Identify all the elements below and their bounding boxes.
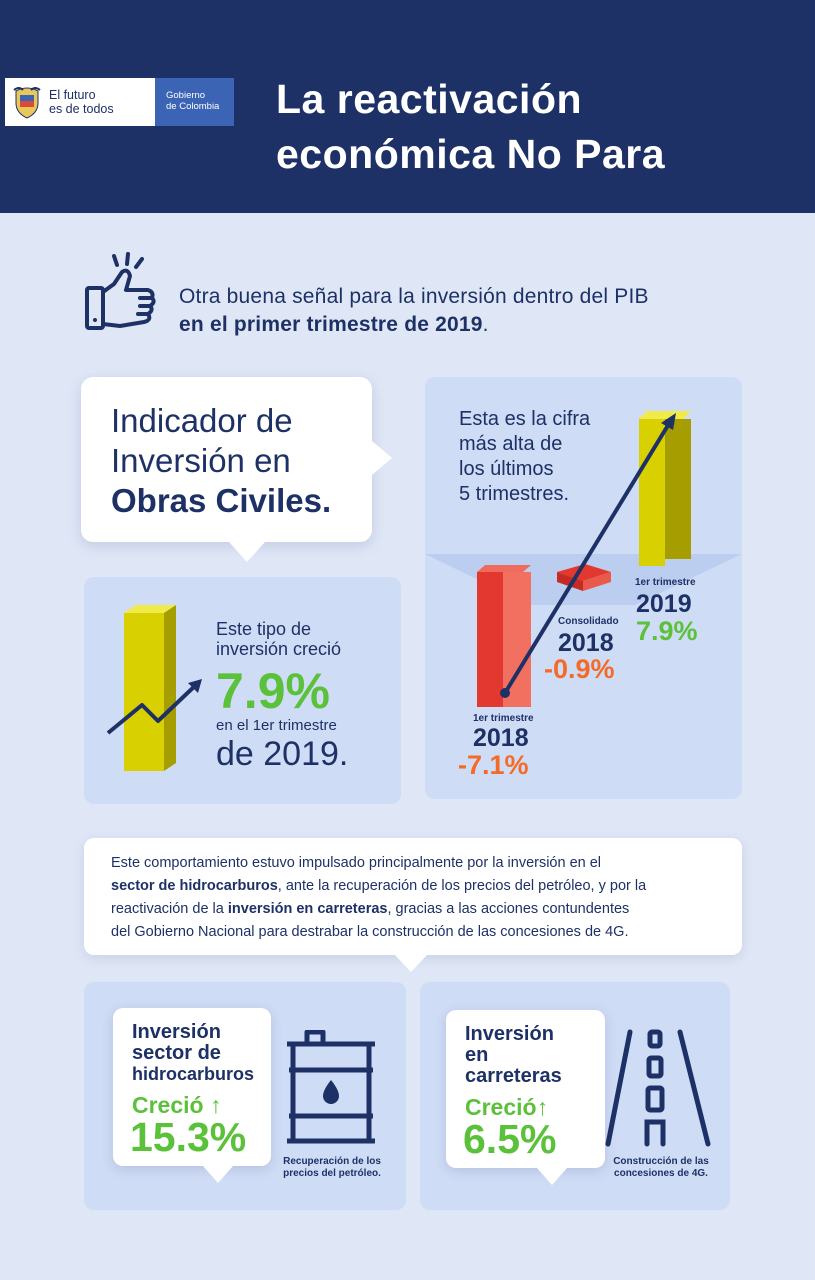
hydrocarbons-title-line2: sector de <box>132 1042 221 1064</box>
roads-card: Inversión en carreteras Creció↑ 6.5% <box>446 1010 605 1185</box>
record-note: Esta es la cifra más alta de los últimos… <box>459 407 590 507</box>
explanation-line2: sector de hidrocarburos, ante la recuper… <box>111 875 731 898</box>
record-note-line2: más alta de <box>459 433 563 455</box>
q2019-year: 2019 <box>636 590 692 618</box>
explanation-text: Este comportamiento estuvo impulsado pri… <box>111 852 731 944</box>
hydrocarbons-highlight: sector de hidrocarburos <box>111 878 278 894</box>
hydrocarbons-card: Inversión sector de hidrocarburos Creció… <box>113 1008 271 1183</box>
indicator-line2: Inversión en <box>111 442 291 479</box>
page-title-line2: económica No Para <box>276 131 666 177</box>
q2018-value: -7.1% <box>458 750 529 780</box>
intro-text: Otra buena señal para la inversión dentr… <box>179 283 649 339</box>
intro-highlight: en el primer trimestre de 2019 <box>179 313 483 336</box>
government-label-line2: de Colombia <box>166 101 220 112</box>
indicator-line3: Obras Civiles. <box>111 482 332 519</box>
q2018-label: 1er trimestre <box>473 713 534 724</box>
government-logo: El futuro es de todos Gobierno de Colomb… <box>5 78 234 126</box>
hydrocarbons-title-line1: Inversión <box>132 1021 221 1043</box>
record-note-line4: 5 trimestres. <box>459 483 570 505</box>
consolidated-2018-value: -0.9% <box>544 654 615 684</box>
growth-bar-icon <box>106 605 202 771</box>
q2019-value: 7.9% <box>636 616 698 646</box>
page-title: La reactivación económica No Para <box>276 72 665 182</box>
quarters-panel: Esta es la cifra más alta de los últimos… <box>425 377 742 799</box>
roads-highlight: inversión en carreteras <box>227 901 388 917</box>
roads-grew: Creció↑ <box>465 1094 549 1120</box>
indicator-line1: Indicador de <box>111 402 293 439</box>
intro-period: . <box>482 313 489 336</box>
q2019-label: 1er trimestre <box>635 577 696 588</box>
roads-value: 6.5% <box>463 1116 557 1162</box>
explanation-line4: del Gobierno Nacional para destrabar la … <box>111 924 629 940</box>
growth-description: Este tipo de inversión creció <box>216 619 341 659</box>
intro-line2: en el primer trimestre de 2019. <box>179 311 649 339</box>
quarters-graphic <box>425 411 742 707</box>
growth-panel: Este tipo de inversión creció 7.9% en el… <box>84 577 401 804</box>
explanation-line1: Este comportamiento estuvo impulsado pri… <box>111 855 602 871</box>
oil-barrel-icon <box>287 1030 375 1144</box>
intro-line1: Otra buena señal para la inversión dentr… <box>179 285 649 308</box>
hydrocarbons-value: 15.3% <box>130 1114 247 1160</box>
bubble-tail-right <box>372 441 392 475</box>
growth-value: 7.9% <box>216 663 330 719</box>
roads-caption-line1: Construcción de las <box>613 1156 709 1167</box>
hydrocarbons-title: Inversión sector de hidrocarburos <box>132 1022 254 1085</box>
logo-slogan-line1: El futuro <box>49 88 96 102</box>
bubble-tail-bottom <box>229 542 265 562</box>
hydrocarbons-caption-line1: Recuperación de los <box>283 1156 381 1167</box>
roads-title-line2: en <box>465 1044 489 1066</box>
header-banner: El futuro es de todos Gobierno de Colomb… <box>0 0 815 213</box>
hydrocarbons-grew: Creció ↑ <box>132 1092 222 1118</box>
roads-title-line3: carreteras <box>465 1065 562 1087</box>
growth-line1: Este tipo de <box>216 619 312 639</box>
explanation-bubble: Este comportamiento estuvo impulsado pri… <box>84 838 742 972</box>
thumbs-up-icon <box>84 252 158 339</box>
explanation-line3: reactivación de la inversión en carreter… <box>111 898 731 921</box>
hydrocarbons-title-line3: hidrocarburos <box>132 1064 255 1084</box>
explanation-segment: reactivación de la <box>111 901 228 917</box>
explanation-segment: , ante la recuperación de los precios de… <box>277 878 647 894</box>
roads-caption-line2: concesiones de 4G. <box>614 1168 708 1179</box>
record-note-line1: Esta es la cifra <box>459 408 591 430</box>
consolidated-2018-year: 2018 <box>558 629 614 657</box>
q2018-year: 2018 <box>473 724 529 752</box>
logo-slogan: El futuro es de todos <box>49 88 149 116</box>
consolidated-2018-label: Consolidado <box>558 616 619 627</box>
hydrocarbons-caption-line2: precios del petróleo. <box>283 1168 381 1179</box>
record-note-line3: los últimos <box>459 458 554 480</box>
growth-line2: inversión creció <box>216 639 342 659</box>
government-label: Gobierno de Colombia <box>155 78 234 126</box>
roads-title-line1: Inversión <box>465 1023 554 1045</box>
bubble-tail-bottom <box>395 955 427 972</box>
indicator-title: Indicador de Inversión en Obras Civiles. <box>111 401 331 521</box>
growth-line3: en el 1er trimestre <box>216 717 337 734</box>
coat-of-arms-icon <box>5 78 49 126</box>
logo-slogan-line2: es de todos <box>49 102 114 116</box>
card-tail <box>203 1166 233 1183</box>
government-label-line1: Gobierno <box>166 90 206 101</box>
indicator-bubble: Indicador de Inversión en Obras Civiles. <box>81 377 392 562</box>
growth-line4: de 2019. <box>216 735 349 773</box>
hydrocarbons-caption: Recuperación de los precios del petróleo… <box>273 1156 391 1180</box>
roads-title: Inversión en carreteras <box>465 1024 562 1087</box>
explanation-segment: , gracias a las acciones contundentes <box>387 901 630 917</box>
roads-caption: Construcción de las concesiones de 4G. <box>598 1156 724 1180</box>
road-icon <box>605 1029 711 1147</box>
page-title-line1: La reactivación <box>276 76 583 122</box>
card-tail <box>537 1168 567 1185</box>
